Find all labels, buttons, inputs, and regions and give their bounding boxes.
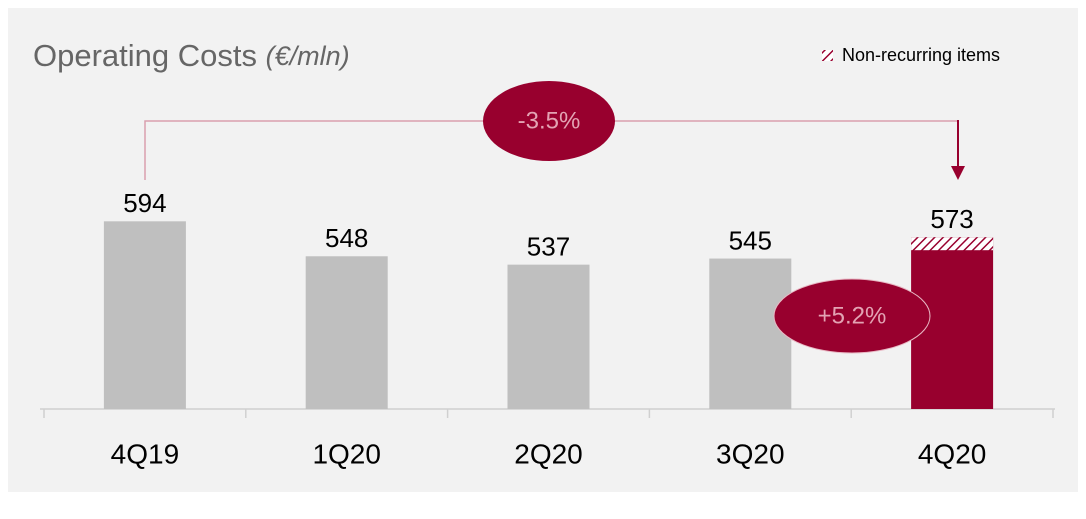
bar <box>709 258 792 409</box>
x-tick-label: 4Q20 <box>918 438 987 469</box>
x-tick-label: 4Q19 <box>111 438 180 469</box>
value-label: 594 <box>123 188 166 218</box>
annotation-text: -3.5% <box>518 107 581 134</box>
bar <box>103 221 186 409</box>
value-label: 545 <box>729 225 772 255</box>
x-tick-label: 1Q20 <box>312 438 381 469</box>
non-recurring-segment <box>911 237 994 251</box>
arrow-head <box>951 166 965 180</box>
value-label: 537 <box>527 232 570 262</box>
bar <box>305 256 388 409</box>
bar <box>507 264 590 409</box>
value-label: 548 <box>325 223 368 253</box>
x-tick-label: 3Q20 <box>716 438 785 469</box>
x-tick-label: 2Q20 <box>514 438 583 469</box>
annotation-text: +5.2% <box>818 302 887 329</box>
unit: (€/mln) <box>266 41 350 71</box>
legend-swatch <box>822 50 833 61</box>
legend-label: Non-recurring items <box>842 45 1000 65</box>
annotation-bubble <box>483 81 615 161</box>
annotation-bubble <box>773 278 931 354</box>
title-text: Operating Costs <box>33 38 257 73</box>
value-label: 573 <box>930 204 973 234</box>
chart-title: Operating Costs (€/mln) <box>33 38 350 73</box>
